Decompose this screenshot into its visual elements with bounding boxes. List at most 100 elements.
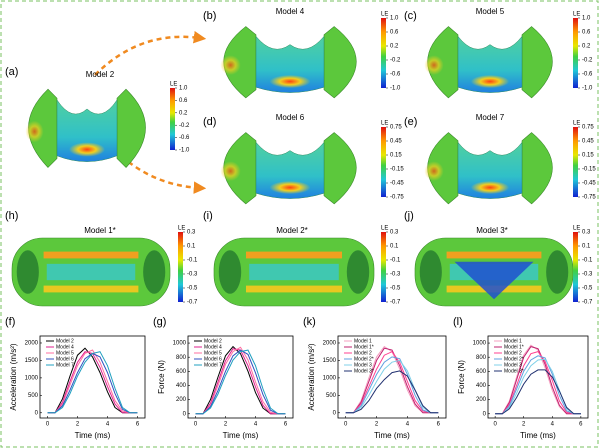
- legend-label: Model 2*: [504, 356, 524, 362]
- colorbar-tick-label: 0.75: [582, 125, 594, 131]
- legend-label: Model 1*: [354, 344, 374, 350]
- fea-hotspot: [69, 142, 105, 157]
- colorbar-tick-label: 1.0: [390, 16, 399, 22]
- fea-render: [220, 26, 357, 99]
- y-axis-title: Acceleration (m/s²): [307, 343, 316, 410]
- x-axis-title: Time (ms): [520, 431, 556, 440]
- y-tick-label: 500: [326, 393, 337, 399]
- panel-title: Model 5: [476, 7, 505, 16]
- colorbar-tick-label: -0.6: [582, 72, 593, 78]
- colorbar-title: LE: [573, 226, 580, 232]
- panel-label: (e): [404, 116, 417, 128]
- x-tick-label: 2: [375, 422, 379, 428]
- y-tick-label: 600: [176, 369, 187, 375]
- fea-hotspot: [424, 161, 444, 181]
- panel-label: (j): [404, 210, 414, 222]
- legend-label: Model 5: [204, 350, 222, 356]
- series-line: [345, 370, 439, 414]
- plot-frame: [39, 335, 146, 419]
- series-line: [495, 358, 581, 415]
- colorbar-tick-label: -0.45: [390, 181, 404, 187]
- colorbar-tick-label: 0.1: [390, 244, 399, 250]
- colorbar-tick-label: -0.5: [187, 286, 198, 292]
- legend-label: Model 7: [204, 362, 222, 368]
- fea-strip: [246, 285, 342, 293]
- fea-hotspot: [470, 180, 510, 195]
- colorbar-title: LE: [573, 12, 580, 18]
- colorbar-tick-label: -0.3: [187, 272, 198, 278]
- x-axis-title: Time (ms): [223, 431, 259, 440]
- colorbar-tick-label: 0.3: [187, 230, 196, 236]
- fea-hole: [218, 250, 242, 294]
- colorbar-tick-label: 0.6: [390, 30, 399, 36]
- series-line: [345, 347, 439, 414]
- x-tick-label: 4: [551, 422, 555, 428]
- colorbar-tick-label: -0.1: [390, 258, 401, 264]
- colorbar: [381, 232, 386, 302]
- y-axis-title: Force (N): [157, 360, 166, 394]
- plot-frame: [487, 335, 589, 419]
- fea-hotspot: [470, 74, 510, 89]
- panel-label: (i): [203, 210, 213, 222]
- y-tick-label: 0: [183, 411, 187, 417]
- panel-title: Model 6: [276, 113, 305, 122]
- panel-label: (h): [5, 210, 18, 222]
- colorbar-tick-label: -1.0: [179, 148, 190, 154]
- series-line: [345, 356, 439, 414]
- colorbar-tick-label: -0.75: [390, 195, 404, 201]
- legend-label: Model 1: [354, 338, 372, 344]
- y-tick-label: 600: [476, 369, 487, 375]
- y-tick-label: 1000: [173, 341, 187, 347]
- fea-cap: [323, 132, 357, 205]
- fea-vee: [454, 261, 534, 300]
- legend-label: Model 2: [204, 338, 222, 344]
- y-tick-label: 500: [28, 393, 39, 399]
- legend-label: Model 6: [56, 356, 74, 362]
- arrow: [94, 30, 207, 76]
- x-tick-label: 4: [406, 422, 410, 428]
- colorbar-tick-label: -0.75: [582, 195, 596, 201]
- x-tick-label: 6: [579, 422, 583, 428]
- legend-label: Model 3: [354, 362, 372, 368]
- y-tick-label: 200: [476, 397, 487, 403]
- y-tick-label: 0: [483, 411, 487, 417]
- colorbar-tick-label: 0.2: [390, 44, 399, 50]
- colorbar: [178, 232, 183, 302]
- fea-center: [249, 263, 339, 281]
- panel-label: (b): [203, 10, 216, 22]
- legend-label: Model 2: [354, 350, 372, 356]
- x-tick-label: 4: [106, 422, 110, 428]
- colorbar-tick-label: 0.6: [179, 98, 188, 104]
- legend-label: Model 3*: [354, 368, 374, 374]
- series-line: [495, 351, 581, 415]
- colorbar: [170, 88, 175, 150]
- y-tick-label: 800: [476, 355, 487, 361]
- fea-hotspot: [424, 55, 444, 75]
- x-tick-label: 0: [46, 422, 50, 428]
- colorbar-tick-label: -1.0: [582, 86, 593, 92]
- colorbar-title: LE: [381, 121, 388, 127]
- x-axis-title: Time (ms): [374, 431, 410, 440]
- series-line: [47, 349, 138, 414]
- colorbar-tick-label: 0.15: [582, 153, 594, 159]
- legend-label: Model 4: [56, 344, 74, 350]
- legend-label: Model 7: [56, 362, 74, 368]
- y-tick-label: 1500: [323, 358, 337, 364]
- series-line: [495, 346, 581, 415]
- colorbar: [573, 127, 578, 197]
- colorbar-tick-label: -0.3: [582, 272, 593, 278]
- x-tick-label: 2: [76, 422, 80, 428]
- colorbar-tick-label: -0.7: [390, 300, 401, 306]
- fea-strip: [246, 251, 342, 259]
- colorbar-tick-label: -0.5: [390, 286, 401, 292]
- legend-label: Model 4: [204, 344, 222, 350]
- colorbar-title: LE: [381, 226, 388, 232]
- colorbar: [381, 127, 386, 197]
- panel-title: Model 2: [86, 70, 115, 79]
- x-tick-label: 6: [284, 422, 288, 428]
- colorbar-tick-label: -0.2: [582, 58, 593, 64]
- x-tick-label: 2: [522, 422, 526, 428]
- fea-strip: [43, 251, 139, 259]
